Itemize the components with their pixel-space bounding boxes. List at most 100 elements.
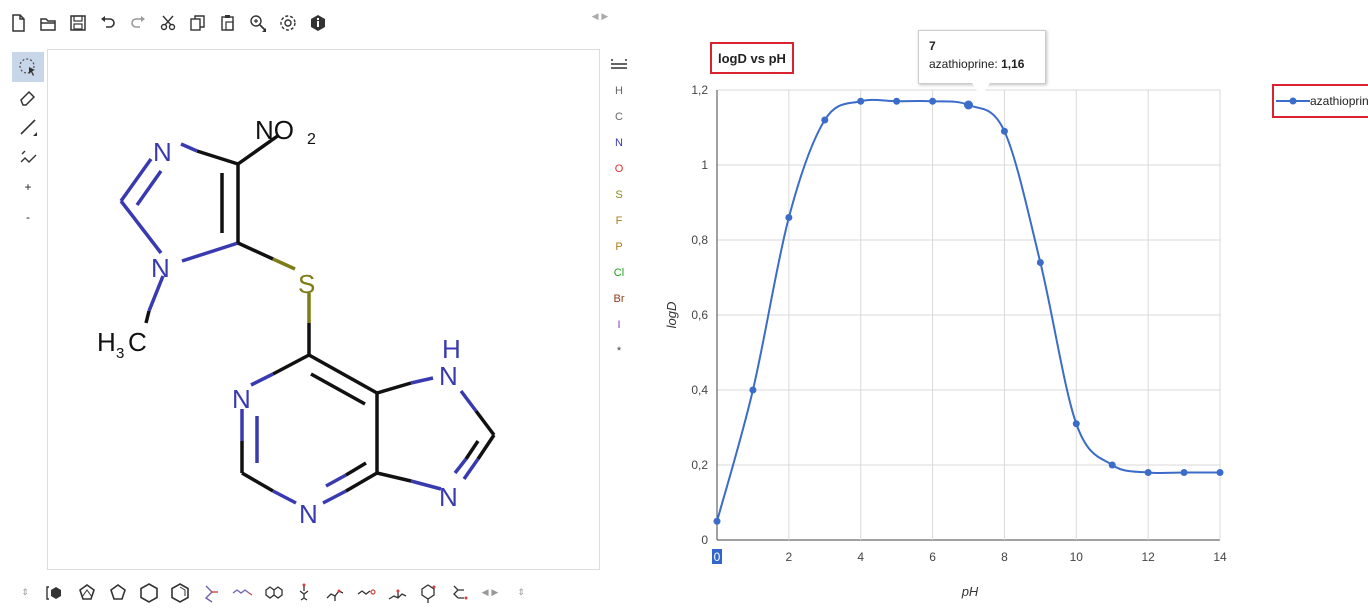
cyclopentadiene-icon[interactable] [74, 580, 100, 606]
bond [144, 310, 151, 324]
template-toolbar: ⇕ [12, 578, 539, 608]
cyclohexadiene-icon[interactable] [167, 580, 193, 606]
atom-button-cl[interactable]: Cl [613, 267, 625, 279]
benzene-bracket-icon[interactable] [43, 580, 69, 606]
template-7-icon[interactable] [384, 580, 410, 606]
bond [241, 471, 274, 493]
atom-button-n[interactable]: N [615, 137, 623, 149]
nitrogen-label: N [153, 137, 172, 167]
x-tick-label: 0 [714, 550, 721, 564]
atom-button-i[interactable]: I [617, 319, 621, 331]
open-folder-icon[interactable] [36, 11, 60, 35]
updown-arrow-icon[interactable]: ⇕ [517, 588, 525, 598]
x-axis-label: pH [961, 584, 979, 599]
drawing-canvas[interactable]: NO 2 N N S H 3 C N N H N N [47, 49, 600, 570]
nitrogen-label: N [299, 499, 318, 529]
bond [325, 473, 347, 488]
atom-palette: H C N O S F P Cl Br I * [604, 52, 634, 364]
y-tick-label: 1,2 [691, 83, 708, 97]
toolbar-scroll-arrows[interactable]: ◀ ▶ [591, 12, 609, 22]
atom-button-c[interactable]: C [615, 111, 623, 123]
bond [308, 353, 378, 395]
bond [459, 389, 478, 413]
cyclopentane-icon[interactable] [105, 580, 131, 606]
bond [119, 199, 163, 255]
new-document-icon[interactable] [6, 11, 30, 35]
x-tick-label: 12 [1141, 550, 1155, 564]
template-scroll-arrows[interactable]: ◀ ▶ [481, 588, 499, 598]
updown-arrow-icon[interactable]: ⇕ [21, 588, 29, 598]
tooltip-x-value: 7 [929, 39, 936, 53]
nitro-subscript: 2 [307, 131, 316, 148]
nitrogen-label: N [439, 482, 458, 512]
atom-button-br[interactable]: Br [613, 293, 625, 305]
atom-button-p[interactable]: P [615, 241, 623, 253]
atom-button-o[interactable]: O [614, 163, 624, 175]
eraser-icon[interactable] [12, 82, 44, 112]
template-6-icon[interactable] [353, 580, 379, 606]
bond [376, 381, 412, 395]
data-point [821, 116, 829, 124]
info-icon[interactable] [306, 11, 330, 35]
atom-button-h[interactable]: H [615, 85, 623, 97]
y-axis-label: logD [664, 302, 679, 329]
bond [180, 142, 198, 153]
left-tool-palette: + - [12, 52, 46, 232]
nh-hydrogen-label: H [442, 334, 461, 364]
data-point [749, 386, 757, 394]
chart-series [713, 97, 1224, 525]
template-8-icon[interactable] [415, 580, 441, 606]
bond [119, 157, 153, 203]
periodic-table-icon[interactable] [604, 52, 634, 78]
save-icon[interactable] [66, 11, 90, 35]
sulfur-label: S [298, 269, 315, 299]
paste-icon[interactable] [216, 11, 240, 35]
select-lasso-icon[interactable] [12, 52, 44, 82]
bond [272, 257, 296, 271]
chart-legend[interactable]: azathioprine [1272, 84, 1368, 118]
charge-minus-button[interactable]: - [26, 210, 30, 224]
chart-grid [716, 89, 1221, 541]
single-bond-icon[interactable] [12, 112, 44, 142]
data-point [785, 214, 793, 221]
nitro-label: NO [255, 115, 294, 145]
nitrogen-label: N [151, 253, 170, 283]
chart-title: logD vs pH [710, 42, 794, 74]
zoom-icon[interactable] [246, 11, 270, 35]
settings-icon[interactable] [276, 11, 300, 35]
methyl-c-label: C [128, 327, 147, 357]
data-point [857, 97, 865, 105]
redo-icon[interactable] [126, 11, 150, 35]
bond [147, 275, 165, 312]
chain-icon[interactable] [12, 142, 44, 172]
data-point [929, 97, 937, 105]
y-tick-label: 0,8 [691, 233, 708, 247]
data-point [893, 97, 901, 105]
bond [250, 372, 274, 387]
atom-button-s[interactable]: S [615, 189, 623, 201]
bond [476, 434, 496, 460]
cut-icon[interactable] [156, 11, 180, 35]
atom-button-any[interactable]: * [616, 345, 622, 357]
bond [453, 457, 468, 475]
editor-toolbar [6, 8, 336, 38]
template-5-icon[interactable] [322, 580, 348, 606]
series-line-azathioprine [716, 98, 1220, 522]
template-4-icon[interactable] [291, 580, 317, 606]
bond [345, 461, 367, 477]
bond [322, 489, 347, 505]
copy-icon[interactable] [186, 11, 210, 35]
bond [272, 353, 310, 376]
data-point [1180, 469, 1188, 476]
charge-plus-button[interactable]: + [24, 180, 32, 194]
template-3-icon[interactable] [260, 580, 286, 606]
template-1-icon[interactable] [198, 580, 224, 606]
template-9-icon[interactable] [446, 580, 472, 606]
undo-icon[interactable] [96, 11, 120, 35]
atom-button-f[interactable]: F [615, 215, 623, 227]
bond [236, 133, 281, 166]
cyclohexane-icon[interactable] [136, 580, 162, 606]
methyl-subscript: 3 [116, 345, 124, 362]
tooltip-value: 1,16 [1001, 57, 1025, 71]
template-2-icon[interactable] [229, 580, 255, 606]
